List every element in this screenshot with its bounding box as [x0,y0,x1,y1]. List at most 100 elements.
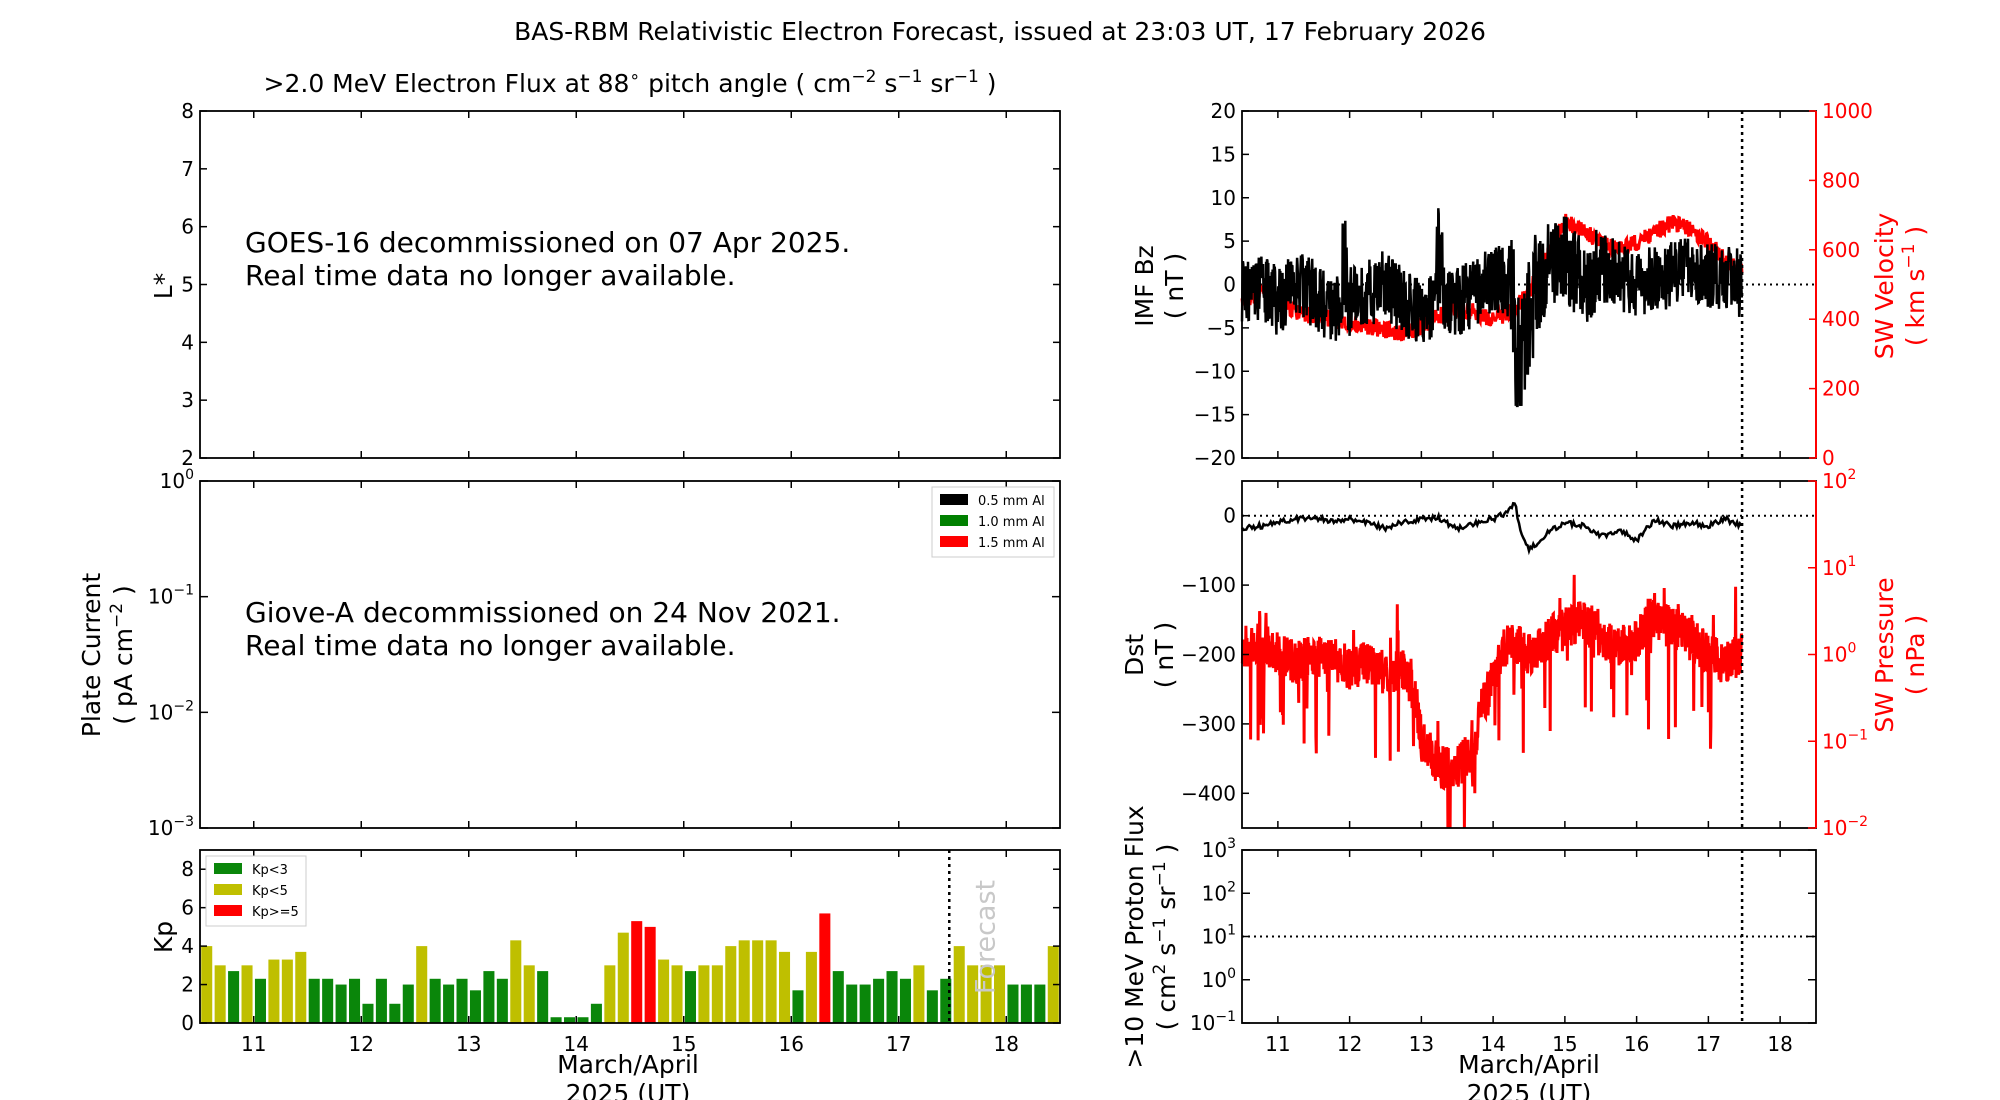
x-tick-label-13: 13 [456,1032,481,1056]
y-tick-label: 0 [1223,504,1236,528]
kp-bar [779,952,790,1023]
kp-bar [725,946,736,1023]
proton-flux-xlabel-line1: March/April [1458,1050,1600,1079]
y2-tick-label-exp: 0 [1847,641,1856,657]
y-tick-label: 103 [1202,836,1236,862]
kp-legend-swatch-low [214,863,242,874]
y2-tick-label-base: 10 [1822,816,1847,840]
dst-panel: −400−300−200−1000 10−210−1100101102 Dst … [1120,467,1930,840]
y-tick-label: 10−3 [148,814,194,840]
y2-tick-label: 600 [1822,238,1860,262]
kp-bar [242,965,253,1023]
legend-swatch-1.5mm [940,536,968,547]
sw-velocity-y-ticks: 0 200 400 600 800 1000 [1809,99,1873,470]
y-tick-label-base: 10 [148,816,173,840]
kp-legend-label-high: Kp>=5 [252,905,299,920]
y-tick-label-base: 10 [1202,881,1227,905]
y-tick-label-base: 10 [148,585,173,609]
kp-ylabel: Kp [149,921,178,953]
y-tick-label: 102 [1202,879,1236,905]
y-tick-label-7: 7 [181,157,194,181]
y-tick-label-base: 10 [1202,925,1227,949]
y-tick-label-exp: −1 [173,583,194,599]
kp-bar [457,979,468,1023]
kp-bar [672,965,683,1023]
kp-bar [510,940,521,1023]
kp-bar [349,979,360,1023]
y2-tick-label-base: 10 [1822,469,1847,493]
imf-bz-ylabel: IMF Bz [1130,245,1159,327]
kp-bar [873,979,884,1023]
plate-current-panel: 10−310−210−1100 Plate Current ( pA cm−2 … [77,467,1060,840]
plate-current-legend: 0.5 mm Al 1.0 mm Al 1.5 mm Al [932,487,1054,557]
y-tick-label-exp: −1 [1215,1009,1236,1025]
kp-bar [268,960,279,1023]
y-tick-label: 5 [1223,229,1236,253]
kp-bar [833,971,844,1023]
figure-title: BAS-RBM Relativistic Electron Forecast, … [514,17,1486,46]
figure: BAS-RBM Relativistic Electron Forecast, … [0,0,2000,1100]
sw-velocity-ylabel-units: ( km s−1 ) [1899,226,1930,346]
kp-bar [752,940,763,1023]
kp-bar [416,946,427,1023]
kp-bar [954,946,965,1023]
sw-pressure-y-ticks: 10−210−1100101102 [1808,467,1868,840]
sw-velocity-ylabel: SW Velocity [1870,212,1899,359]
y-tick-label: 15 [1211,142,1236,166]
y2-tick-label: 800 [1822,168,1860,192]
kp-bar [792,990,803,1023]
kp-bar [282,960,293,1023]
y-tick-label: 100 [160,467,194,493]
y2-tick-label-base: 10 [1822,556,1847,580]
kp-bar [336,985,347,1023]
kp-bar [819,913,830,1023]
kp-bar [537,971,548,1023]
x-tick-label-17: 17 [1696,1032,1721,1056]
kp-bar [1021,985,1032,1023]
kp-bar [860,985,871,1023]
sw-pressure-ylabel-units: ( nPa ) [1901,615,1930,696]
kp-bar [846,985,857,1023]
proton-flux-xlabel-line2: 2025 (UT) [1467,1079,1592,1100]
kp-legend-swatch-mid [214,884,242,895]
y-tick-label-base: 10 [1202,968,1227,992]
y-tick-label-base: 10 [1202,838,1227,862]
x-tick-label-16: 16 [1624,1032,1649,1056]
y-tick-label: 0 [1223,273,1236,297]
y-tick-label: −5 [1207,316,1236,340]
kp-bar [900,979,911,1023]
x-tick-label-12: 12 [349,1032,374,1056]
plate-current-annotation-line2: Real time data no longer available. [245,629,736,662]
kp-legend-label-low: Kp<3 [252,863,288,878]
legend-label-1.5mm: 1.5 mm Al [978,536,1045,551]
kp-bar [430,979,441,1023]
kp-bar [295,952,306,1023]
dst-ylabel-units: ( nT ) [1150,622,1179,689]
kp-bar [766,940,777,1023]
y-tick-label: −400 [1181,781,1236,805]
y-tick-label-base: 10 [160,469,185,493]
legend-label-0.5mm: 0.5 mm Al [978,494,1045,509]
kp-bar [887,971,898,1023]
y2-tick-label-exp: −2 [1847,814,1868,830]
electron-flux-annotation-line2: Real time data no longer available. [245,259,736,292]
kp-bar [645,927,656,1023]
y2-tick-label-base: 10 [1822,729,1847,753]
kp-bar [255,979,266,1023]
kp-bar [1034,985,1045,1023]
y2-tick-label-exp: 1 [1847,554,1856,570]
kp-bar [806,952,817,1023]
y-tick-label: −100 [1181,573,1236,597]
kp-panel: Forecast 0 2 4 6 8 11 12 13 14 15 16 17 18 Kp March… [149,850,1060,1100]
y-tick-label-2: 2 [181,973,194,997]
y2-tick-label: 10−2 [1822,814,1868,840]
y2-tick-label: 100 [1822,641,1856,667]
y-tick-label: −10 [1194,359,1236,383]
x-tick-label-11: 11 [1265,1032,1290,1056]
y2-tick-label: 10−1 [1822,727,1868,753]
kp-bar [322,979,333,1023]
y2-tick-label-exp: 2 [1847,467,1856,483]
electron-flux-title: >2.0 MeV Electron Flux at 88∘ pitch angl… [264,67,997,98]
x-tick-label-18: 18 [994,1032,1019,1056]
kp-bar [309,979,320,1023]
